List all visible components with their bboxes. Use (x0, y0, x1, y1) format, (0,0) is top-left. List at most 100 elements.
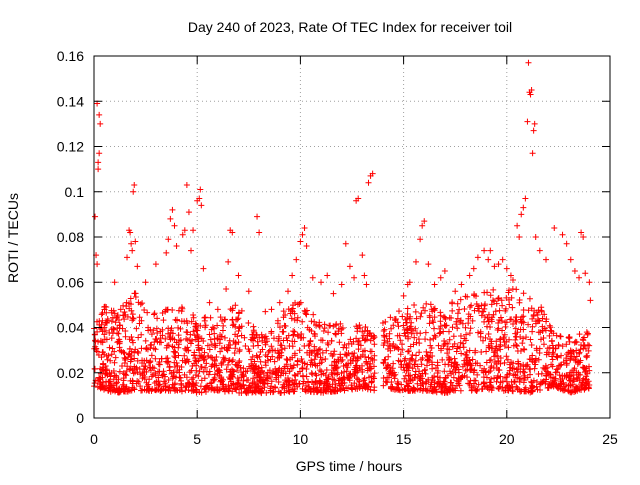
data-point (211, 325, 218, 332)
data-point (122, 371, 129, 378)
data-point (485, 311, 492, 318)
data-point (196, 388, 203, 395)
data-point (162, 387, 169, 394)
data-point (318, 337, 325, 344)
data-point (167, 215, 174, 222)
data-point (160, 383, 167, 390)
data-point (328, 337, 335, 344)
data-point (302, 308, 309, 315)
data-point (463, 357, 470, 364)
data-point (549, 356, 556, 363)
data-point (323, 347, 330, 354)
data-point (203, 368, 210, 375)
data-point (152, 346, 159, 353)
data-point (92, 213, 99, 220)
data-point (270, 335, 277, 342)
data-point (498, 297, 505, 304)
data-point (319, 349, 326, 356)
data-point (302, 387, 309, 394)
data-point (151, 311, 158, 318)
data-point (169, 343, 176, 350)
data-point (553, 353, 560, 360)
data-point (475, 308, 482, 315)
data-point (228, 358, 235, 365)
data-point (410, 327, 417, 334)
data-point (298, 355, 305, 362)
data-point (409, 351, 416, 358)
data-point (543, 318, 550, 325)
data-point (131, 181, 138, 188)
data-point (175, 332, 182, 339)
data-point (522, 388, 529, 395)
data-point (332, 330, 339, 337)
data-point (290, 388, 297, 395)
data-point (533, 347, 540, 354)
data-point (185, 209, 192, 216)
data-point (530, 377, 537, 384)
data-point (474, 254, 481, 261)
data-point (120, 312, 127, 319)
data-point (96, 150, 103, 157)
data-point (452, 364, 459, 371)
data-point (253, 352, 260, 359)
data-point (151, 310, 158, 317)
data-point (359, 362, 366, 369)
data-point (368, 355, 375, 362)
data-point (95, 159, 102, 166)
data-point (401, 330, 408, 337)
data-point (285, 288, 292, 295)
data-point (292, 376, 299, 383)
data-point (238, 374, 245, 381)
data-point (485, 318, 492, 325)
data-point (202, 314, 209, 321)
data-point (495, 366, 502, 373)
data-point (454, 310, 461, 317)
data-point (348, 341, 355, 348)
data-point (450, 333, 457, 340)
data-point (452, 387, 459, 394)
data-point (346, 377, 353, 384)
data-point (457, 387, 464, 394)
data-point (419, 222, 426, 229)
data-point (469, 317, 476, 324)
data-point (104, 356, 111, 363)
data-point (384, 374, 391, 381)
data-point (380, 382, 387, 389)
data-point (421, 367, 428, 374)
data-point (353, 323, 360, 330)
data-point (305, 379, 312, 386)
data-point (482, 334, 489, 341)
data-point (444, 345, 451, 352)
data-point (208, 354, 215, 361)
data-point (437, 312, 444, 319)
data-point (250, 328, 257, 335)
data-point (111, 359, 118, 366)
data-point (501, 331, 508, 338)
data-point (365, 179, 372, 186)
data-point (367, 360, 374, 367)
data-point (251, 358, 258, 365)
data-point (361, 272, 368, 279)
data-point (576, 349, 583, 356)
data-point (366, 331, 373, 338)
data-point (107, 357, 114, 364)
data-point (449, 324, 456, 331)
data-point (508, 316, 515, 323)
data-point (289, 364, 296, 371)
data-point (203, 384, 210, 391)
data-point (181, 227, 188, 234)
data-point (399, 313, 406, 320)
data-point (248, 336, 255, 343)
data-point (470, 265, 477, 272)
data-point (128, 240, 135, 247)
data-point (192, 336, 199, 343)
data-point (525, 321, 532, 328)
data-point (423, 352, 430, 359)
data-point (583, 380, 590, 387)
data-point (346, 263, 353, 270)
data-point (332, 364, 339, 371)
data-point (516, 234, 523, 240)
data-point (330, 290, 337, 297)
data-point (138, 331, 145, 338)
data-point (291, 350, 298, 357)
